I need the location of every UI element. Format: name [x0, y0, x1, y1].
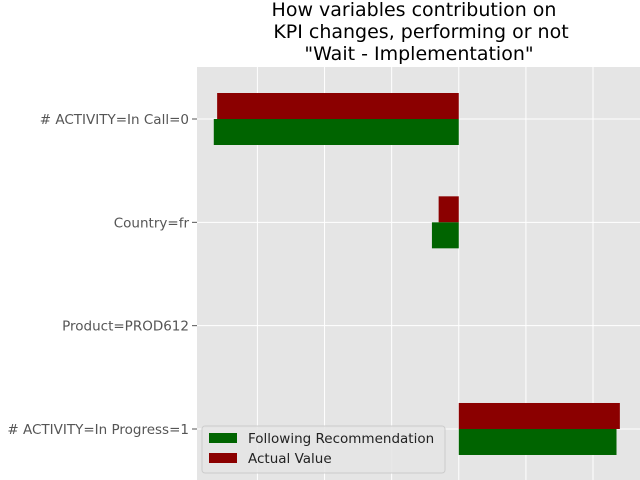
bar-following-recommendation — [431, 222, 459, 249]
legend-label: Following Recommendation — [248, 431, 434, 447]
chart-title-line-3: "Wait - Implementation" — [304, 43, 533, 65]
bar-actual-value — [458, 402, 620, 429]
bar-following-recommendation — [458, 428, 617, 455]
bars — [213, 93, 620, 455]
bar-actual-value — [217, 93, 459, 119]
bar-following-recommendation — [213, 119, 459, 145]
y-tick-label: Country=fr — [114, 215, 190, 231]
y-tick-label: Product=PROD612 — [62, 319, 189, 335]
legend-label: Actual Value — [248, 451, 332, 467]
y-tick-labels: # ACTIVITY=In Call=0 Country=fr Product=PR… — [7, 112, 197, 438]
y-tick-label: # ACTIVITY=In Call=0 — [40, 112, 189, 128]
chart-title: How variables contribution on KPI change… — [272, 0, 569, 65]
legend: Following Recommendation Actual Value — [201, 425, 446, 474]
y-tick-label: # ACTIVITY=In Progress=1 — [7, 422, 189, 438]
chart-title-line-1: How variables contribution on — [272, 0, 557, 21]
bar-actual-value — [438, 196, 459, 223]
chart-title-line-2: KPI changes, performing or not — [273, 21, 568, 43]
legend-swatch — [209, 433, 237, 443]
legend-box — [201, 425, 446, 474]
legend-swatch — [209, 453, 237, 463]
